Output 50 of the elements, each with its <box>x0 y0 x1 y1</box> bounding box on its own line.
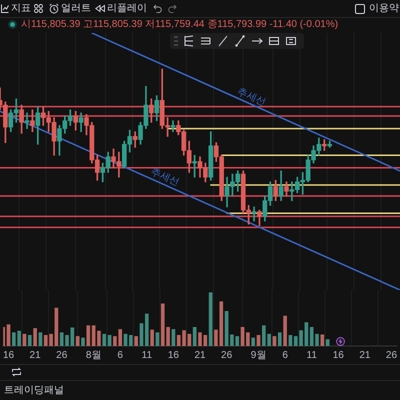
text: 트레이딩패널 <box>4 385 64 397</box>
x-tick-label: 21 <box>30 350 42 361</box>
text: 얼러트 <box>61 3 91 15</box>
bar <box>17 330 21 346</box>
x-tick-label: 6 <box>117 350 124 361</box>
bar <box>150 330 154 346</box>
bar <box>156 332 160 346</box>
x-tick-label: 11 <box>142 350 152 361</box>
bar <box>28 335 32 346</box>
x-tick-label: 26 <box>221 350 233 361</box>
bar <box>134 336 138 346</box>
text: 지표 <box>11 3 31 15</box>
bar <box>172 329 176 346</box>
x-tick-label: 21 <box>194 350 206 361</box>
bar <box>160 304 165 346</box>
bar <box>118 329 122 346</box>
bar <box>267 334 271 346</box>
x-tick-label: 26 <box>386 350 398 361</box>
x-tick-label: 8월 <box>86 350 102 361</box>
x-tick-label: 16 <box>332 350 344 361</box>
bar <box>22 334 26 346</box>
x-tick-label: 21 <box>359 350 371 361</box>
bar <box>6 324 10 346</box>
bar <box>251 338 256 346</box>
x-tick-label: 16 <box>2 350 15 361</box>
text: 이용약 <box>369 3 399 15</box>
bar <box>272 336 276 346</box>
x-tick-label: 16 <box>168 350 180 361</box>
bar <box>278 332 282 346</box>
bar <box>326 339 330 346</box>
bar <box>235 336 240 346</box>
x-tick-label: 11 <box>306 350 318 361</box>
bar <box>86 325 90 346</box>
bar <box>283 316 287 346</box>
bar <box>76 336 80 346</box>
bar <box>12 332 16 346</box>
bar <box>262 325 266 346</box>
bar <box>192 327 197 346</box>
bar <box>256 335 260 346</box>
bar <box>320 334 324 346</box>
bar <box>38 332 42 346</box>
bar <box>33 328 37 346</box>
bar <box>81 338 85 346</box>
x-tick-label: 6 <box>282 350 288 361</box>
x-tick-label: 26 <box>56 350 68 361</box>
text: 리플레이 <box>107 3 147 15</box>
chart-subtitle: 시115,805.39 고115,805.39 저115,759.44 종115,793.99 -11.40 (-0.01%) <box>21 19 338 31</box>
bar <box>113 336 117 346</box>
x-tick-label: 9월 <box>250 350 266 361</box>
bar <box>166 327 170 346</box>
